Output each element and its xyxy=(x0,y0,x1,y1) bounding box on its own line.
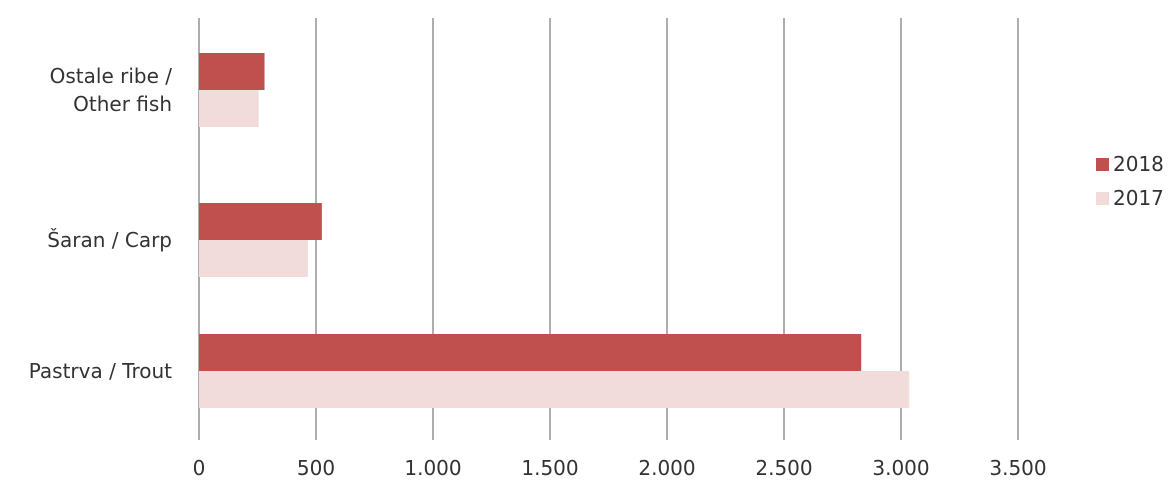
bar-2017-2 xyxy=(199,371,910,408)
legend: 2018 2017 xyxy=(1096,152,1164,210)
category-label-0: Ostale ribe / Other fish xyxy=(50,64,173,116)
grid-lines xyxy=(198,18,1019,440)
category-label-1: Šaran / Carp xyxy=(47,228,172,252)
bar-2017-0 xyxy=(199,90,259,127)
x-tick-label-6: 3.000 xyxy=(872,456,929,480)
x-tick-label-3: 1.500 xyxy=(521,456,578,480)
x-tick-label-5: 2.500 xyxy=(755,456,812,480)
legend-label-2018: 2018 xyxy=(1113,152,1164,176)
x-tick-label-1: 500 xyxy=(297,456,335,480)
x-tick-label-7: 3.500 xyxy=(989,456,1046,480)
x-tick-label-2: 1.000 xyxy=(404,456,461,480)
bar-2018-1 xyxy=(199,203,322,240)
category-label-2: Pastrva / Trout xyxy=(29,359,172,383)
x-axis-ticks: 0 500 1.000 1.500 2.000 2.500 3.000 3.500 xyxy=(193,456,1047,480)
legend-swatch-2017 xyxy=(1096,192,1109,205)
bar-2018-2 xyxy=(199,334,862,371)
bars xyxy=(199,53,910,408)
category-labels: Ostale ribe / Other fish Šaran / Carp Pastr… xyxy=(29,64,173,383)
x-tick-label-0: 0 xyxy=(193,456,206,480)
bar-2018-0 xyxy=(199,53,265,90)
bar-2017-1 xyxy=(199,240,308,277)
legend-label-2017: 2017 xyxy=(1113,186,1164,210)
x-tick-label-4: 2.000 xyxy=(638,456,695,480)
legend-swatch-2018 xyxy=(1096,158,1109,171)
